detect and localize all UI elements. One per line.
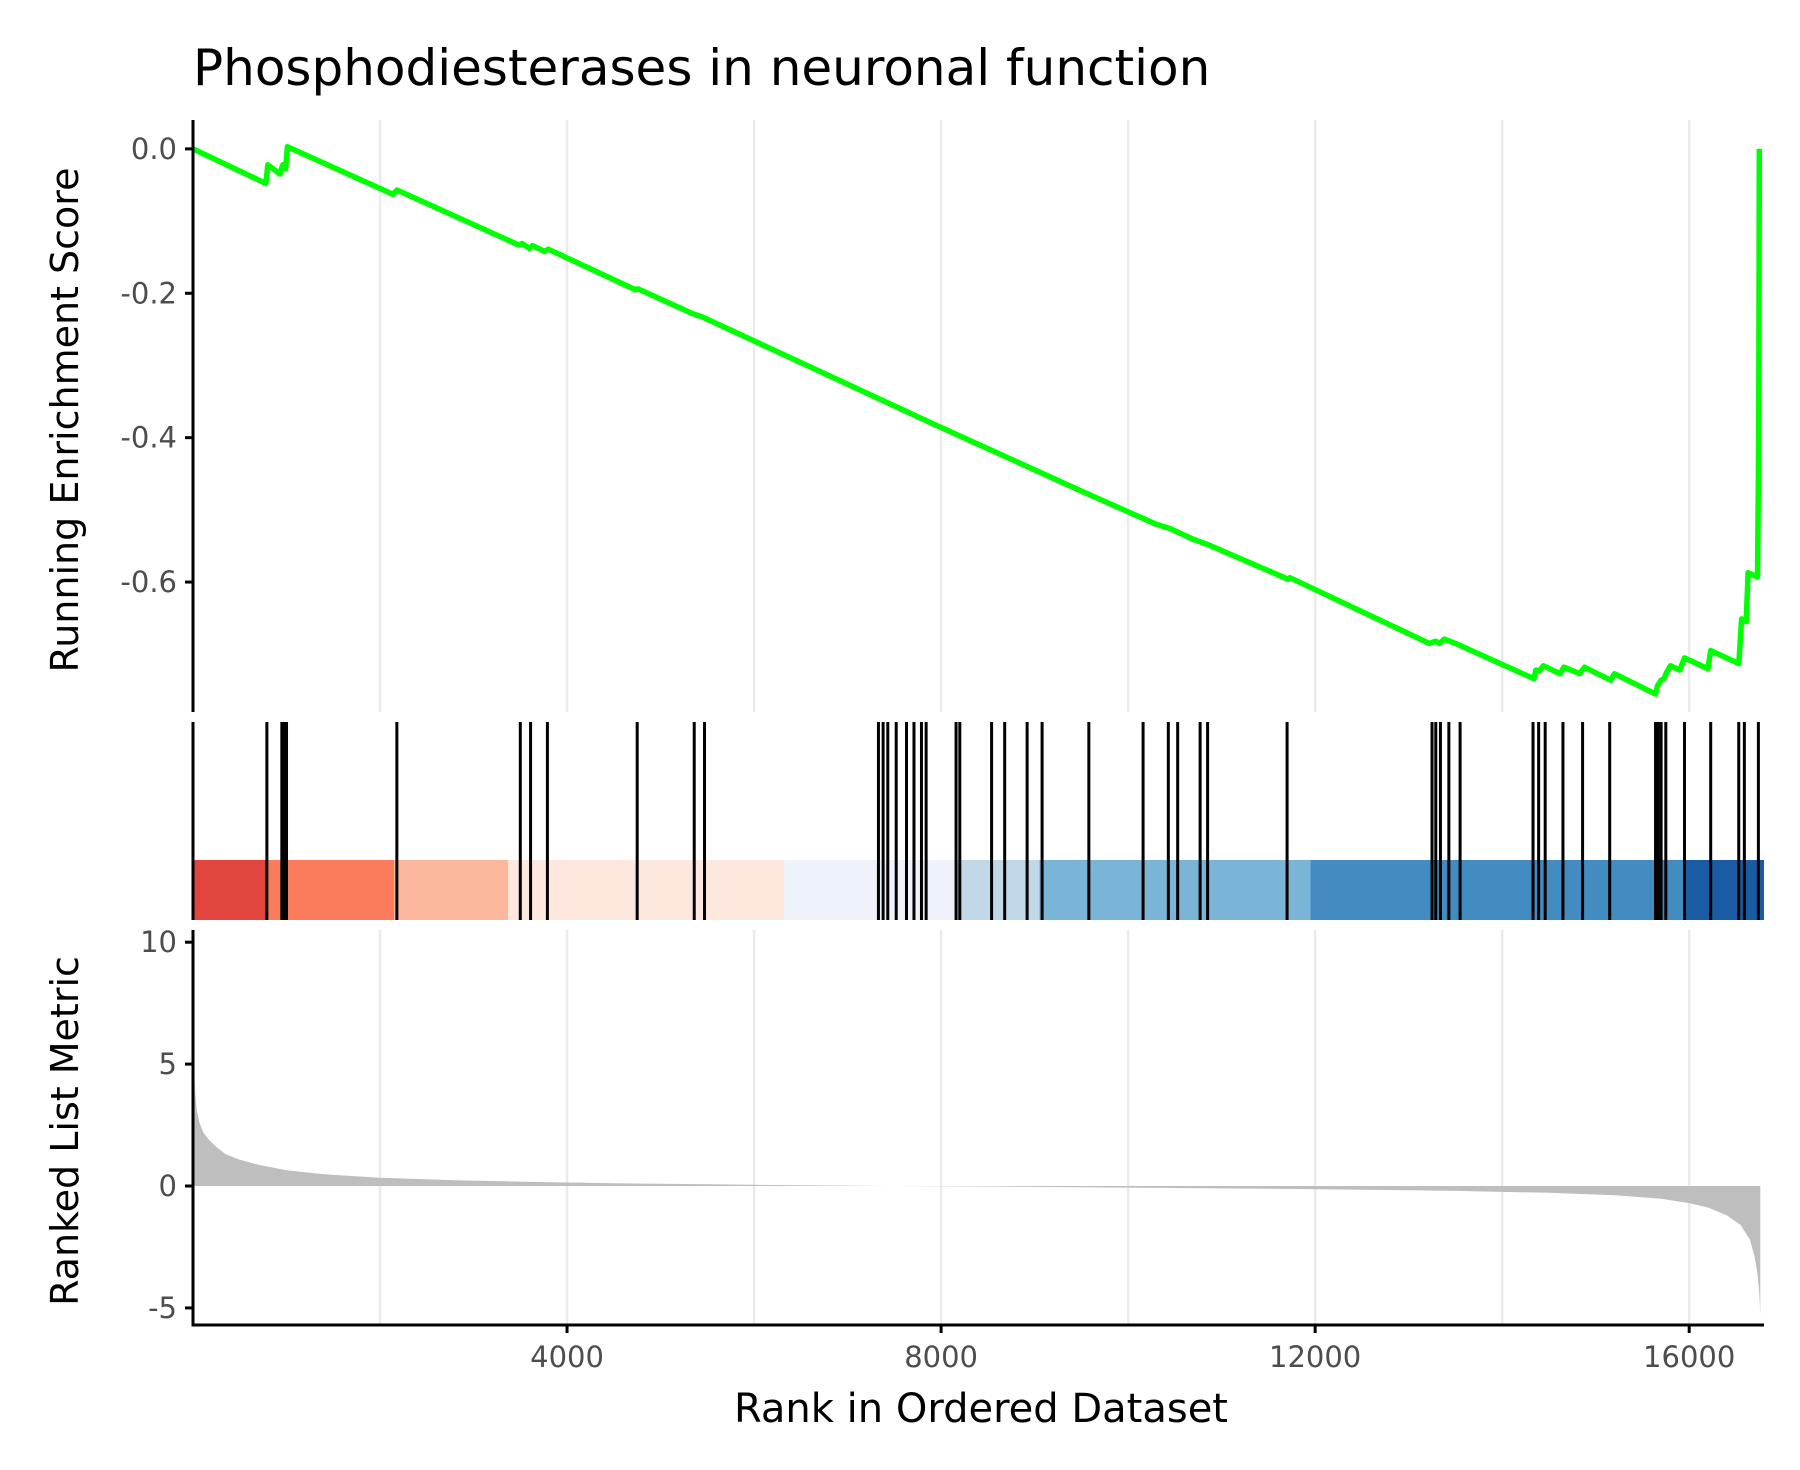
color-band-8: [1684, 860, 1764, 920]
chart-title: Phosphodiesterases in neuronal function: [193, 39, 1210, 97]
y-tick-label-enrichment-2: -0.4: [120, 421, 177, 455]
gene-hits-panel: [191, 722, 1764, 920]
ranked-metric-area: [193, 951, 1761, 1316]
color-band-0: [193, 860, 268, 920]
y-tick-label-enrichment-3: -0.6: [120, 565, 177, 599]
ranked-list-metric-panel: 10 5 0 -5 4000 8000 12000 16000: [140, 925, 1764, 1374]
x-tick-label-3: 16000: [1643, 1340, 1735, 1374]
x-tick-label-0: 4000: [530, 1340, 604, 1374]
color-band-4: [783, 860, 956, 920]
y-tick-label-metric-2: 0: [159, 1169, 177, 1203]
y-tick-label-enrichment-1: -0.2: [120, 276, 177, 310]
color-band-6: [1039, 860, 1311, 920]
y-axis-title-enrichment: Running Enrichment Score: [43, 168, 87, 673]
y-tick-label-enrichment-0: 0.0: [131, 132, 177, 166]
y-tick-label-metric-0: 10: [140, 925, 177, 959]
color-band-7: [1310, 860, 1685, 920]
color-band-5: [955, 860, 1040, 920]
color-band-1: [267, 860, 395, 920]
x-tick-label-2: 12000: [1269, 1340, 1361, 1374]
y-tick-label-metric-1: 5: [159, 1047, 177, 1081]
y-axis-title-metric: Ranked List Metric: [43, 956, 87, 1306]
y-tick-label-metric-3: -5: [148, 1291, 177, 1325]
running-enrichment-panel: 0.0 -0.2 -0.4 -0.6: [120, 120, 1763, 712]
color-band-2: [394, 860, 509, 920]
color-band-3: [508, 860, 784, 920]
enrichment-score-line: [191, 143, 1763, 697]
x-axis-title: Rank in Ordered Dataset: [734, 1386, 1228, 1432]
x-tick-label-1: 8000: [904, 1340, 978, 1374]
